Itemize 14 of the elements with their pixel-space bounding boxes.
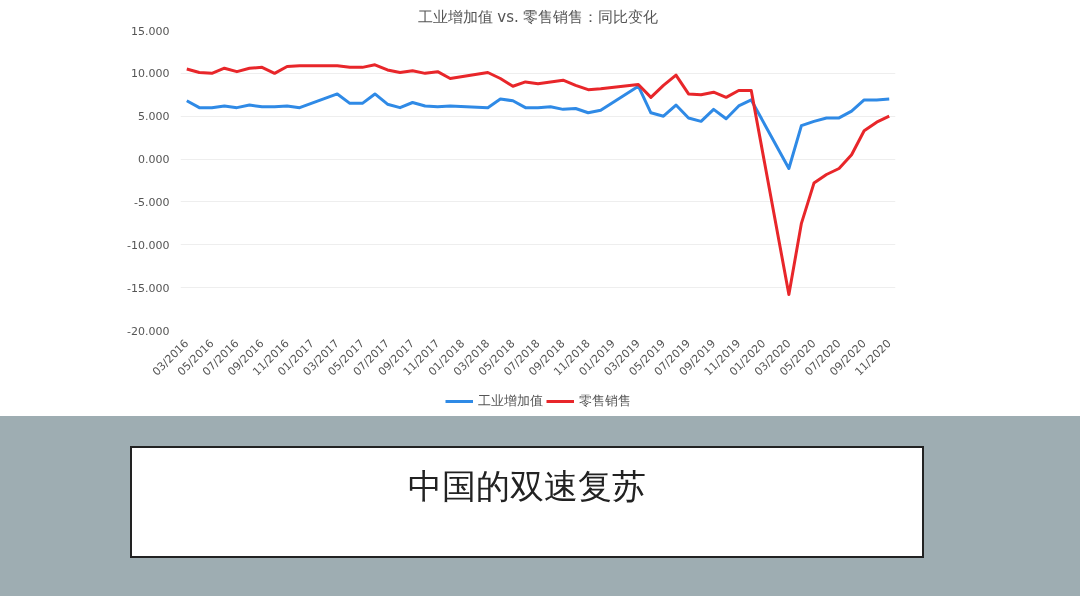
text: 中国的双速复苏 [130,446,924,558]
chart-title: 工业增加值 vs. 零售销售：同比变化 [417,7,659,26]
y-tick-label: 10.000 [131,67,170,81]
legend-label: 工业增加值 [477,392,543,410]
y-tick-label: -10.000 [127,238,170,252]
y-tick-label: -15.000 [127,281,170,295]
y-tick-label: 5.000 [138,110,170,124]
y-tick-label: 0.000 [138,153,170,167]
y-tick-label: -5.000 [134,195,170,209]
y-tick-label: 15.000 [131,24,170,38]
legend-label: 零售销售 [578,392,631,410]
line-series [185,84,891,170]
line-series [185,63,891,296]
y-tick-label: -20.000 [127,324,170,338]
